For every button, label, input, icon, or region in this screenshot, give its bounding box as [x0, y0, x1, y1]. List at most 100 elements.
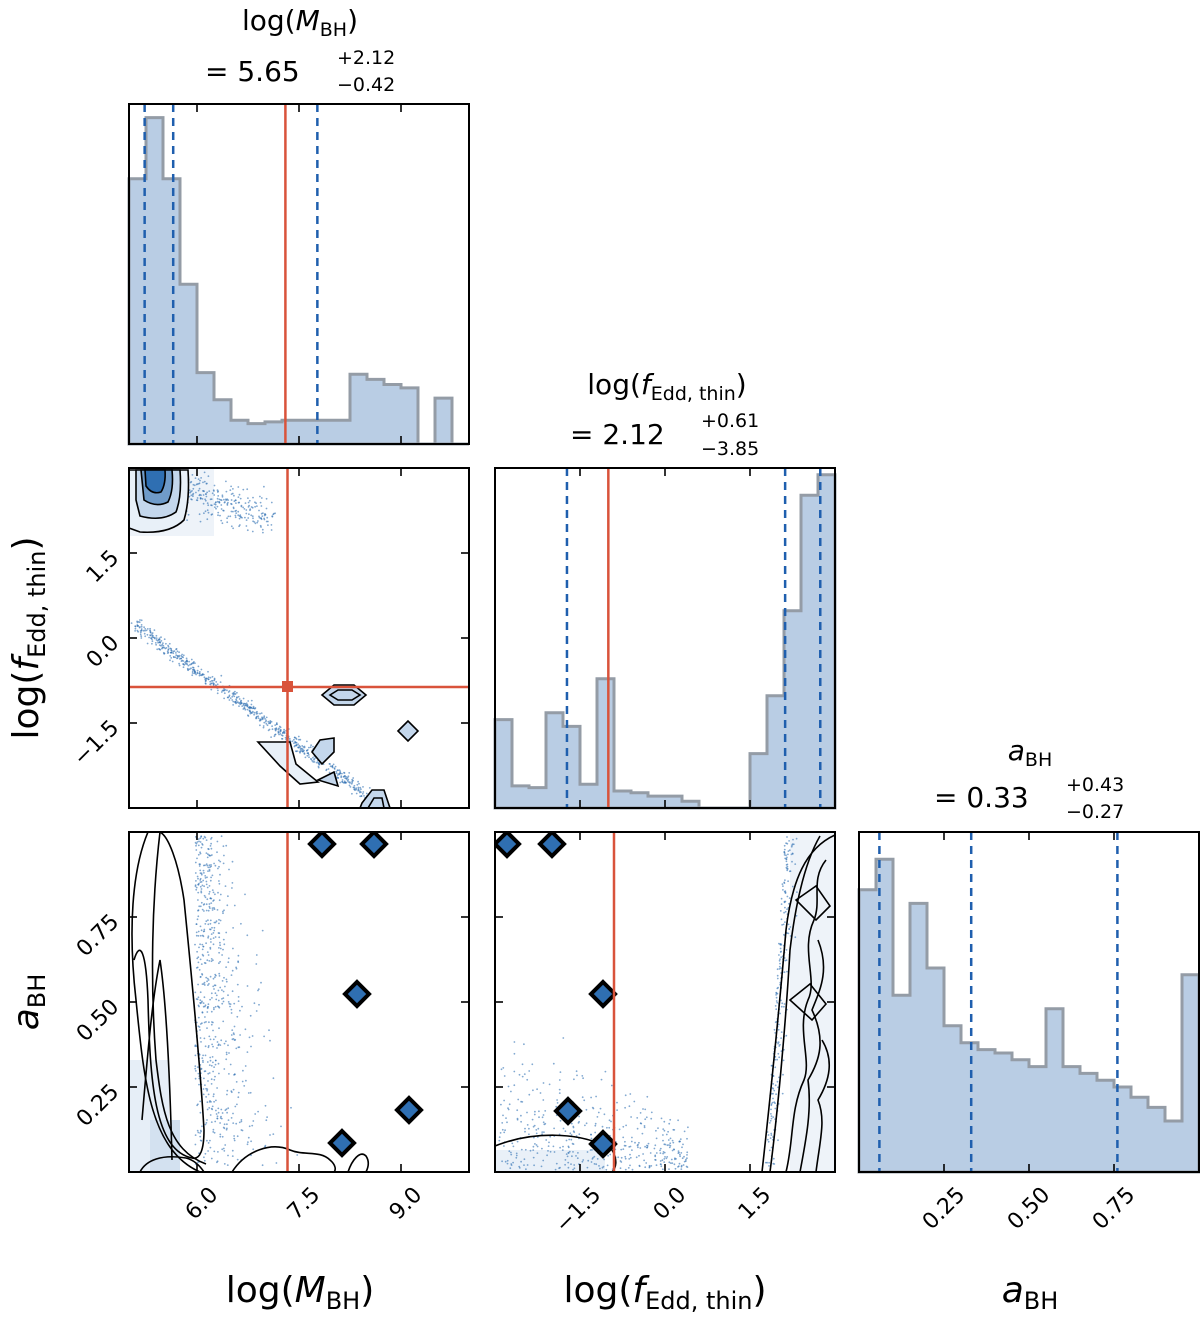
sample-point — [535, 1129, 538, 1131]
sample-point — [206, 509, 209, 512]
sample-point — [251, 1035, 254, 1037]
sample-point — [211, 907, 214, 909]
sample-point — [545, 1139, 548, 1141]
sample-point — [786, 836, 788, 838]
sample-point — [253, 707, 256, 710]
sample-point — [269, 722, 271, 725]
sample-point — [681, 1157, 684, 1160]
sample-point — [631, 1168, 634, 1171]
sample-point — [513, 1041, 516, 1043]
sample-point — [792, 838, 794, 841]
sample-point — [223, 692, 226, 695]
sample-point — [223, 697, 226, 700]
sample-point — [263, 514, 266, 517]
sample-point — [219, 941, 221, 944]
sample-point — [237, 1000, 240, 1002]
sample-point — [190, 494, 193, 497]
sample-point — [207, 1045, 210, 1047]
sample-point — [151, 632, 154, 634]
sample-point — [214, 503, 217, 506]
sample-point — [214, 992, 217, 995]
sample-point — [229, 515, 232, 518]
sample-point — [136, 620, 139, 623]
sample-point — [671, 1149, 674, 1152]
sample-point — [245, 525, 248, 527]
x-tick-label: 0.75 — [1088, 1183, 1140, 1235]
sample-point — [149, 629, 151, 632]
sample-point — [791, 885, 794, 888]
sample-point — [264, 718, 266, 720]
sample-point — [256, 712, 259, 715]
sample-point — [219, 681, 222, 683]
sample-point — [201, 1000, 203, 1003]
sample-point — [671, 1139, 674, 1142]
sample-point — [786, 868, 789, 870]
sample-point — [203, 885, 206, 888]
sample-point — [788, 870, 791, 873]
sample-point — [250, 712, 253, 714]
diamond-contours — [495, 832, 618, 1159]
sample-point — [232, 488, 234, 490]
sample-point — [195, 934, 198, 937]
sample-point — [197, 489, 200, 492]
sample-point — [507, 1107, 509, 1110]
sample-point — [783, 900, 786, 903]
sample-point — [209, 928, 211, 931]
sample-point — [634, 1141, 636, 1144]
sample-point — [217, 1151, 219, 1153]
sample-point — [770, 1103, 773, 1105]
sample-point — [232, 704, 235, 706]
sample-point — [244, 1028, 247, 1031]
sample-point — [231, 1038, 234, 1041]
sample-point — [240, 505, 243, 508]
sample-point — [638, 1165, 641, 1168]
sample-point — [155, 643, 158, 646]
sample-point — [262, 725, 265, 727]
ticks — [495, 832, 835, 1172]
sample-point — [188, 495, 191, 498]
sample-point — [520, 1148, 523, 1151]
sample-point — [266, 724, 269, 727]
sample-point — [198, 865, 201, 867]
sample-point — [232, 510, 234, 513]
sample-point — [196, 1104, 199, 1107]
sample-point — [533, 1164, 535, 1167]
sample-point — [200, 1041, 202, 1043]
sample-point — [230, 502, 232, 505]
sample-point — [790, 853, 793, 856]
sample-point — [786, 970, 788, 973]
sample-point — [211, 504, 213, 507]
sample-point — [222, 1020, 225, 1023]
sample-point — [274, 729, 277, 732]
sample-point — [208, 1035, 211, 1038]
sample-point — [200, 835, 203, 838]
y-tick-label: 1.5 — [82, 546, 124, 588]
sample-point — [232, 527, 235, 530]
sample-point — [297, 743, 299, 745]
sample-point — [776, 987, 779, 990]
title-minus-logfedd: −3.85 — [701, 438, 759, 460]
sample-point — [199, 1111, 202, 1114]
sample-point — [218, 932, 221, 935]
sample-point — [180, 660, 183, 662]
sample-point — [503, 1145, 505, 1147]
sample-point — [549, 1150, 552, 1153]
sample-point — [233, 1137, 236, 1140]
sample-point — [636, 1144, 639, 1147]
sample-point — [280, 730, 282, 732]
sample-point — [231, 990, 234, 993]
sample-point — [787, 880, 789, 883]
sample-point — [190, 498, 193, 500]
sample-point — [207, 919, 209, 922]
sample-point — [207, 853, 209, 856]
sample-point — [139, 626, 141, 628]
sample-point — [249, 1014, 252, 1017]
sample-point — [239, 1034, 242, 1036]
sample-point — [230, 1008, 233, 1011]
sample-point — [277, 731, 280, 734]
sample-point — [600, 1078, 603, 1081]
sample-point — [260, 526, 262, 528]
sample-point — [338, 769, 341, 771]
sample-point — [581, 1160, 584, 1163]
sample-point — [195, 931, 198, 934]
